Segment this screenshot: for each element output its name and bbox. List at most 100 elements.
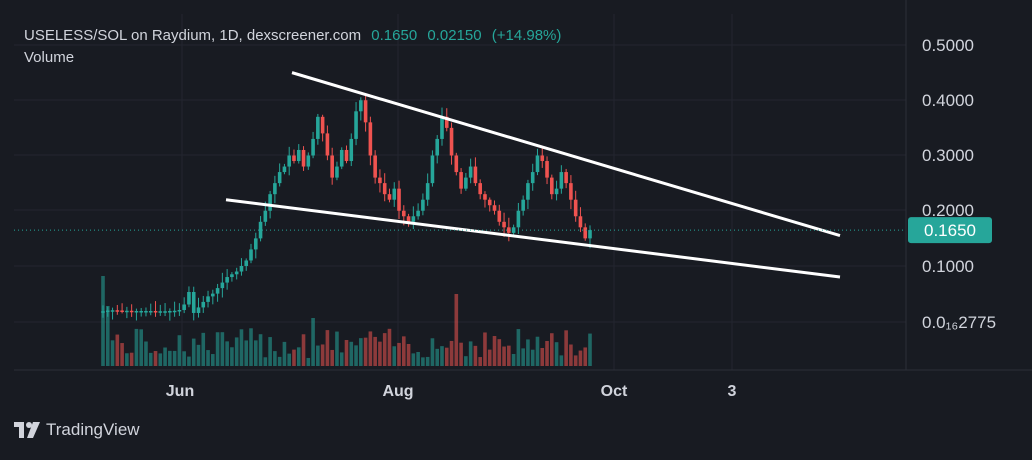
candle-body: [191, 292, 196, 313]
candle-body: [139, 311, 143, 313]
volume-bar: [521, 348, 525, 366]
candle-body: [545, 161, 549, 178]
candle-body: [406, 216, 411, 222]
candle-body: [511, 227, 516, 233]
candle-body: [502, 221, 506, 228]
price-change: 0.02150: [427, 27, 482, 44]
volume-bar: [545, 340, 549, 366]
volume-bar: [277, 356, 282, 366]
volume-bar: [201, 332, 206, 366]
candle-body: [129, 310, 134, 313]
candle-body: [454, 155, 459, 173]
volume-bar: [168, 350, 172, 366]
volume-bar: [507, 345, 511, 366]
volume-bar: [144, 341, 148, 366]
volume-bar: [273, 351, 277, 366]
last-price-badge: [908, 217, 992, 244]
volume-bar: [554, 342, 559, 366]
volume-bar: [588, 333, 592, 366]
volume-bar: [287, 353, 292, 366]
candle-body: [540, 155, 545, 162]
candle-body: [168, 311, 172, 313]
candle-body: [282, 166, 287, 173]
candle-body: [125, 310, 129, 313]
candle-body: [387, 194, 392, 200]
volume-bar: [363, 337, 368, 366]
candle-body: [148, 311, 153, 313]
volume-bar: [249, 328, 253, 366]
volume-bar: [320, 344, 325, 366]
candle-body: [120, 310, 124, 312]
candle-body: [177, 310, 182, 312]
volume-bar: [301, 334, 306, 366]
volume-bar: [540, 347, 545, 366]
candle-body: [401, 210, 406, 217]
candle-body: [244, 260, 249, 266]
volume-bar: [253, 340, 258, 366]
volume-bar: [239, 329, 244, 366]
candle-body: [115, 310, 120, 312]
volume-bar: [578, 350, 583, 366]
volume-bar: [282, 341, 287, 366]
volume-bar: [268, 337, 272, 366]
volume-bar: [421, 357, 425, 366]
x-tick-label: Aug: [382, 383, 413, 400]
volume-bars: [101, 276, 592, 366]
y-tick-label: 0.2000: [922, 201, 974, 220]
tradingview-logo[interactable]: TradingView: [14, 420, 140, 440]
candle-body: [421, 199, 425, 211]
volume-bar: [569, 344, 573, 366]
volume-bar: [148, 352, 153, 366]
candle-body: [449, 127, 454, 156]
candle-body: [497, 210, 502, 222]
volume-bar: [373, 336, 377, 366]
candle-body: [330, 155, 334, 178]
volume-bar: [244, 340, 249, 366]
candle-body: [144, 311, 148, 313]
candle-body: [339, 149, 344, 167]
candle-body: [320, 116, 325, 134]
volume-bar: [526, 339, 530, 366]
volume-bar: [311, 318, 315, 366]
volume-bar: [435, 348, 440, 366]
candle-body: [588, 230, 592, 239]
candle-body: [335, 166, 339, 178]
volume-bar: [105, 306, 110, 366]
candle-body: [306, 155, 311, 167]
volume-bar: [296, 347, 301, 366]
volume-bar: [163, 347, 167, 366]
volume-label: Volume: [24, 49, 75, 66]
volume-bar: [335, 331, 339, 366]
volume-bar: [382, 333, 387, 366]
candle-body: [158, 311, 163, 313]
volume-bar: [468, 341, 473, 366]
candle-body: [373, 155, 377, 178]
y-tick-label: 0.5000: [922, 36, 974, 55]
candle-body: [258, 221, 263, 239]
x-tick-label: Oct: [601, 383, 628, 400]
volume-bar: [196, 344, 201, 366]
volume-bar: [559, 355, 564, 366]
volume-bar: [191, 338, 196, 366]
volume-bar: [401, 336, 406, 366]
volume-bar: [378, 341, 382, 366]
volume-bar: [187, 356, 191, 366]
volume-bar: [473, 345, 478, 366]
candle-body: [268, 194, 272, 211]
candle-body: [521, 199, 525, 211]
tradingview-icon: [14, 422, 40, 438]
volume-bar: [440, 346, 444, 366]
candle-body: [249, 249, 253, 261]
volume-bar: [211, 354, 215, 366]
candle-body: [182, 304, 186, 310]
candle-body: [316, 116, 320, 139]
y-tick-label: 0.0₁₆2775: [922, 313, 996, 332]
grid-lines: [14, 0, 1032, 371]
volume-bar: [258, 334, 263, 366]
candle-body: [215, 288, 220, 294]
volume-bar: [225, 341, 229, 366]
candle-body: [234, 271, 239, 275]
tradingview-label: TradingView: [46, 420, 140, 439]
